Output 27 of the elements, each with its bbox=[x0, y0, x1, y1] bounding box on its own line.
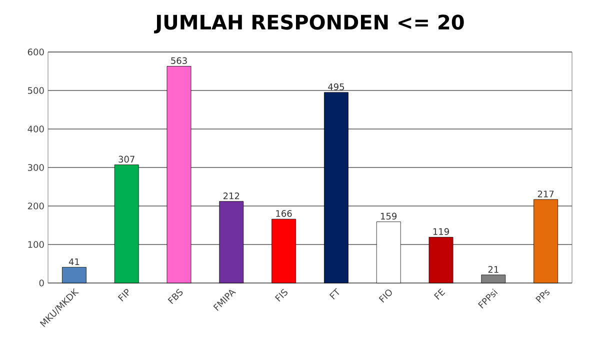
data-label: 21 bbox=[488, 266, 498, 273]
data-label: 307 bbox=[118, 156, 134, 163]
x-tick-label: FIO bbox=[378, 290, 392, 303]
y-tick-label: 500 bbox=[28, 87, 44, 94]
data-label: 495 bbox=[328, 83, 344, 90]
data-label: 217 bbox=[538, 190, 554, 198]
y-tick-label: 100 bbox=[28, 241, 44, 248]
x-tick-label: FE bbox=[434, 288, 446, 300]
x-tick-label: FT bbox=[329, 288, 340, 300]
data-label: 212 bbox=[223, 192, 240, 200]
y-tick-label: 300 bbox=[28, 164, 44, 171]
chart-title: JUMLAH RESPONDEN <= 20 bbox=[154, 14, 464, 34]
data-label: 159 bbox=[381, 212, 397, 220]
data-label: 563 bbox=[171, 57, 187, 64]
y-tick-label: 400 bbox=[28, 126, 44, 132]
y-tick-label: 200 bbox=[28, 202, 44, 210]
x-tick-label: PPs bbox=[536, 290, 550, 303]
data-label: 41 bbox=[68, 258, 80, 266]
y-tick-label: 0 bbox=[39, 280, 44, 286]
bar bbox=[62, 267, 86, 284]
x-tick-label: FBS bbox=[168, 288, 183, 304]
y-tick-label: 600 bbox=[28, 48, 44, 56]
data-label: 119 bbox=[433, 228, 449, 235]
data-label: 166 bbox=[276, 210, 292, 217]
x-tick-label: FIP bbox=[118, 288, 129, 302]
bar bbox=[481, 274, 506, 284]
x-tick-label: FIS bbox=[274, 288, 288, 302]
